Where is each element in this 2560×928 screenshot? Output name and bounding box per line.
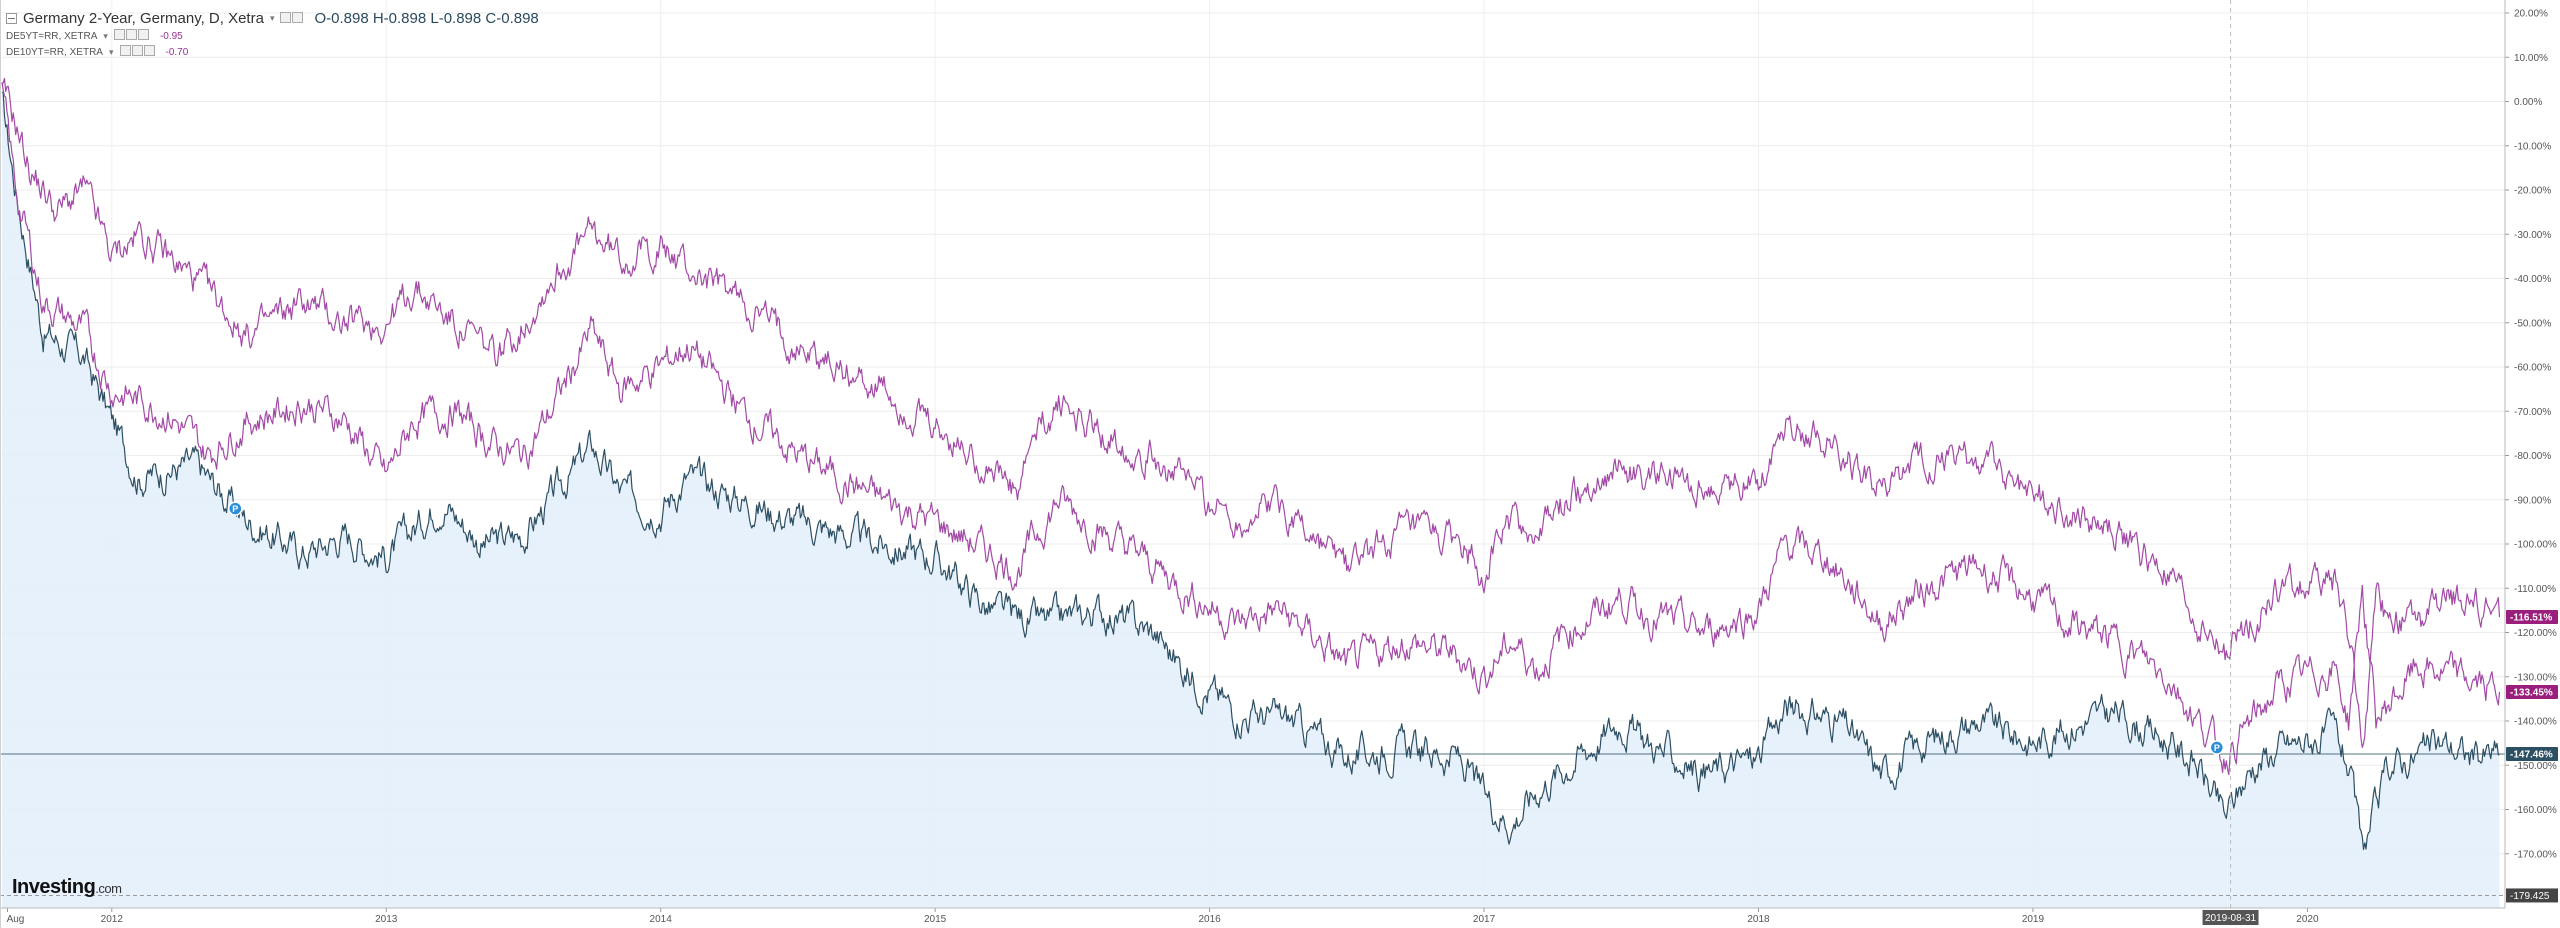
hide-icon[interactable] [125,29,137,40]
x-tick-label: 2015 [924,914,947,925]
x-tick-label: 2018 [1747,914,1770,925]
settings-buttons[interactable] [280,10,304,27]
last-value-label-de5y: -133.45% [2510,688,2553,699]
y-tick-label: -50.00% [2514,318,2551,329]
y-tick-label: 10.00% [2514,53,2548,64]
y-tick-label: -130.00% [2514,672,2557,683]
y-tick-label: -100.00% [2514,540,2557,551]
last-value-label-de2y: -147.46% [2510,750,2553,761]
y-tick-label: 0.00% [2514,97,2542,108]
series-line-de5y [1,82,2501,776]
chevron-down-icon[interactable]: ▾ [269,12,275,23]
event-markers[interactable]: PP [228,501,2225,755]
last-value-badge [2506,610,2558,625]
y-tick-label: -40.00% [2514,274,2551,285]
x-tick-label: 2020 [2296,914,2319,925]
series3-value: -0.70 [165,46,189,58]
reference-lines [0,0,2505,908]
close-icon[interactable] [137,29,149,40]
event-marker-icon[interactable] [228,501,243,516]
logo-suffix: .com [95,881,122,896]
last-value-label-de10y: -116.51% [2510,613,2552,624]
x-tick-label: 2019 [2022,914,2045,925]
x-tick-label: 2016 [1198,914,1221,925]
main-series-title[interactable]: Germany 2-Year, Germany, D, Xetra [23,9,264,27]
series2-value: -0.95 [159,30,183,42]
y-tick-label: -60.00% [2514,363,2551,374]
y-tick-label: -70.00% [2514,407,2551,418]
last-value-badge [2506,747,2558,762]
x-tick-label: 2013 [375,914,398,925]
y-tick-label: -150.00% [2514,761,2557,772]
collapse-icon[interactable] [6,12,17,24]
chart-legend: Germany 2-Year, Germany, D, Xetra ▾ O-0.… [6,8,539,60]
crosshair-date-label: 2019-08-31 [2205,913,2257,924]
series-line-de10y [1,77,2501,748]
series2-title[interactable]: DE5YT=RR, XETRA [6,30,98,42]
chevron-down-icon[interactable]: ▾ [103,30,108,41]
y-tick-label: -140.00% [2514,717,2557,728]
y-tick-label: 20.00% [2514,9,2548,20]
series3-title[interactable]: DE10YT=RR, XETRA [6,46,103,58]
area-layer [2,92,2500,908]
y-tick-label: -170.00% [2514,849,2557,860]
settings-icon[interactable] [119,45,131,56]
legend-main-row[interactable]: Germany 2-Year, Germany, D, Xetra ▾ O-0.… [6,8,539,28]
hide-icon[interactable] [292,11,304,23]
event-marker-label[interactable]: P [2214,743,2220,753]
y-tick-label: -20.00% [2514,186,2551,197]
y-tick-label: -10.00% [2514,141,2551,152]
settings-icon[interactable] [280,11,292,23]
area-de2y [2,92,2500,908]
x-tick-label: Aug [7,914,25,925]
series2-buttons[interactable] [113,29,150,43]
min-badge [2506,888,2558,903]
investing-logo: Investing.com [12,876,122,899]
hide-icon[interactable] [131,45,143,56]
event-marker-label[interactable]: P [232,504,238,514]
y-tick-label: -110.00% [2514,584,2556,595]
y-tick-label: -120.00% [2514,628,2557,639]
legend-row-de5y[interactable]: DE5YT=RR, XETRA ▾ -0.95 [6,28,539,44]
x-tick-label: 2014 [650,914,673,925]
y-tick-label: -160.00% [2514,805,2557,816]
series-lines [1,77,2501,851]
y-tick-label: -30.00% [2514,230,2551,241]
ohlc-values: O-0.898 H-0.898 L-0.898 C-0.898 [314,9,539,27]
series3-buttons[interactable] [119,45,156,59]
x-tick-label: 2017 [1473,914,1496,925]
series-line-de2y [1,91,2500,851]
settings-icon[interactable] [113,29,125,40]
legend-row-de10y[interactable]: DE10YT=RR, XETRA ▾ -0.70 [6,44,539,60]
x-tick-label: 2012 [101,914,124,925]
close-icon[interactable] [143,45,155,56]
y-tick-label: -80.00% [2514,451,2551,462]
event-marker-icon[interactable] [2209,740,2225,755]
crosshair-badge [2202,910,2259,925]
last-value-badge [2506,685,2558,700]
y-tick-label: -90.00% [2514,495,2551,506]
logo-brand: Investing [12,876,96,898]
min-line-label: -179.425 [2510,891,2550,902]
chevron-down-icon[interactable]: ▾ [108,46,114,57]
